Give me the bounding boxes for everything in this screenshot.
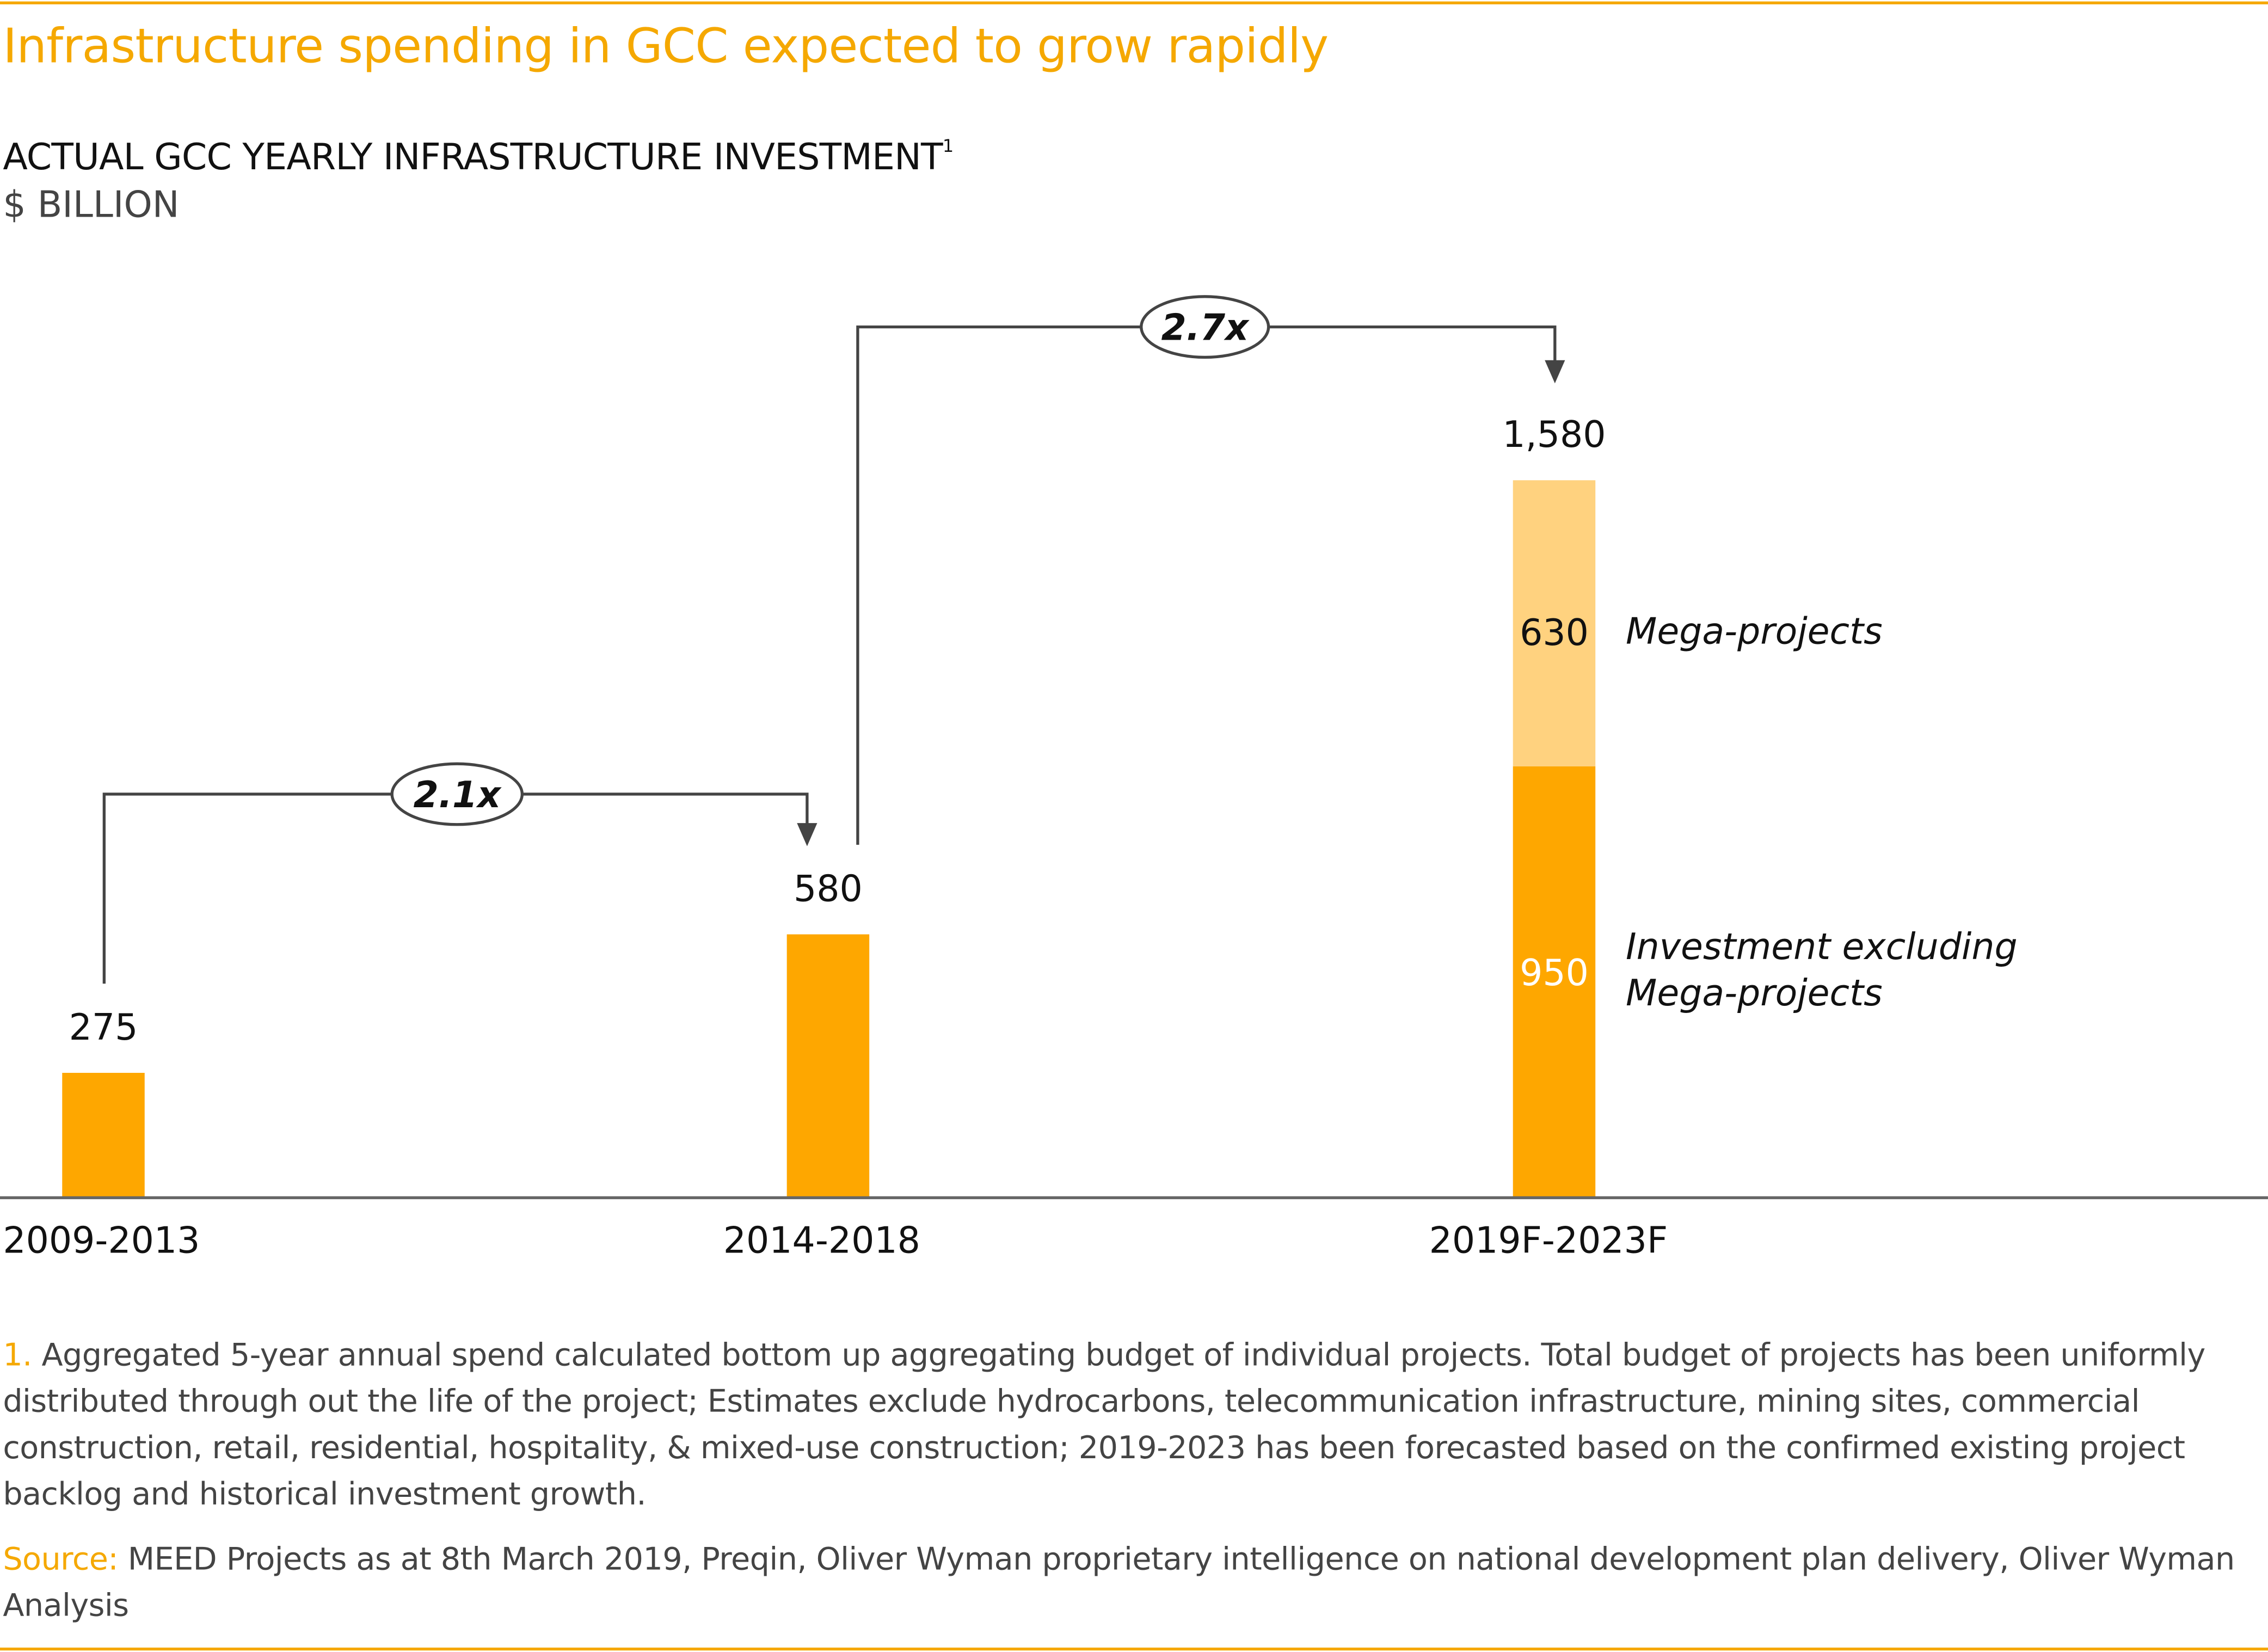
x-tick-label: 2009-2013 xyxy=(3,1219,200,1262)
top-rule xyxy=(0,1,2268,4)
bars-group xyxy=(62,480,1596,1198)
bar-chart: 2.1x 2.7x 275 580 950 630 1,580 xyxy=(0,295,2268,1200)
series-label-mega-projects: Mega-projects xyxy=(1626,610,1883,653)
unit-label: $ BILLION xyxy=(3,183,180,226)
growth-multiple-badge xyxy=(1140,295,1270,359)
bar-segment xyxy=(62,1072,145,1198)
series-label-excluding-line1: Investment excluding xyxy=(1626,925,2018,968)
total-value-label: 580 xyxy=(794,867,863,910)
footnote-text: Aggregated 5-year annual spend calculate… xyxy=(3,1338,2205,1513)
segment-value-label: 630 xyxy=(1520,611,1589,654)
source-note: Source: MEED Projects as at 8th March 20… xyxy=(3,1538,2268,1630)
growth-multiple-label: 2.7x xyxy=(1161,306,1250,349)
arrow-down-icon xyxy=(797,823,818,846)
growth-multiple-badge xyxy=(390,762,524,826)
source-text: MEED Projects as at 8th March 2019, Preq… xyxy=(3,1542,2235,1625)
x-tick-label: 2019F-2023F xyxy=(1429,1219,1668,1262)
footnote-ref: 1 xyxy=(942,136,954,157)
footnote: 1. Aggregated 5-year annual spend calcul… xyxy=(3,1334,2268,1519)
bar-segment xyxy=(786,934,870,1198)
page-title: Infrastructure spending in GCC expected … xyxy=(3,17,1329,74)
growth-connector-line xyxy=(856,325,1557,845)
total-value-label: 275 xyxy=(69,1006,138,1048)
growth-connectors: 2.1x 2.7x xyxy=(102,295,1565,984)
x-tick-label: 2014-2018 xyxy=(723,1219,920,1262)
footnote-marker: 1. xyxy=(3,1338,32,1374)
value-labels: 275 580 950 630 1,580 xyxy=(69,413,1606,1048)
subtitle-text: ACTUAL GCC YEARLY INFRASTRUCTURE INVESTM… xyxy=(3,136,943,178)
bottom-rule xyxy=(0,1647,2268,1651)
growth-multiple-label: 2.1x xyxy=(414,773,502,816)
series-label-excluding-line2: Mega-projects xyxy=(1626,972,1883,1014)
total-value-label: 1,580 xyxy=(1502,413,1606,456)
arrow-down-icon xyxy=(1545,360,1565,384)
segment-value-label: 950 xyxy=(1520,951,1589,994)
bar-segment xyxy=(1513,480,1596,766)
chart-subtitle: ACTUAL GCC YEARLY INFRASTRUCTURE INVESTM… xyxy=(3,136,954,178)
source-marker: Source: xyxy=(3,1542,119,1579)
bar-segment xyxy=(1513,766,1596,1198)
